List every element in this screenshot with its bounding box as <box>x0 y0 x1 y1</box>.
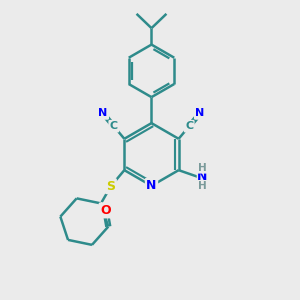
Text: C: C <box>185 121 193 131</box>
Text: N: N <box>195 108 205 118</box>
Text: H: H <box>198 163 207 173</box>
Text: H: H <box>198 181 207 191</box>
Text: C: C <box>110 121 118 131</box>
Text: O: O <box>100 204 111 217</box>
Text: N: N <box>197 169 208 183</box>
Text: S: S <box>106 180 116 193</box>
Text: N: N <box>98 108 108 118</box>
Text: N: N <box>146 179 157 192</box>
